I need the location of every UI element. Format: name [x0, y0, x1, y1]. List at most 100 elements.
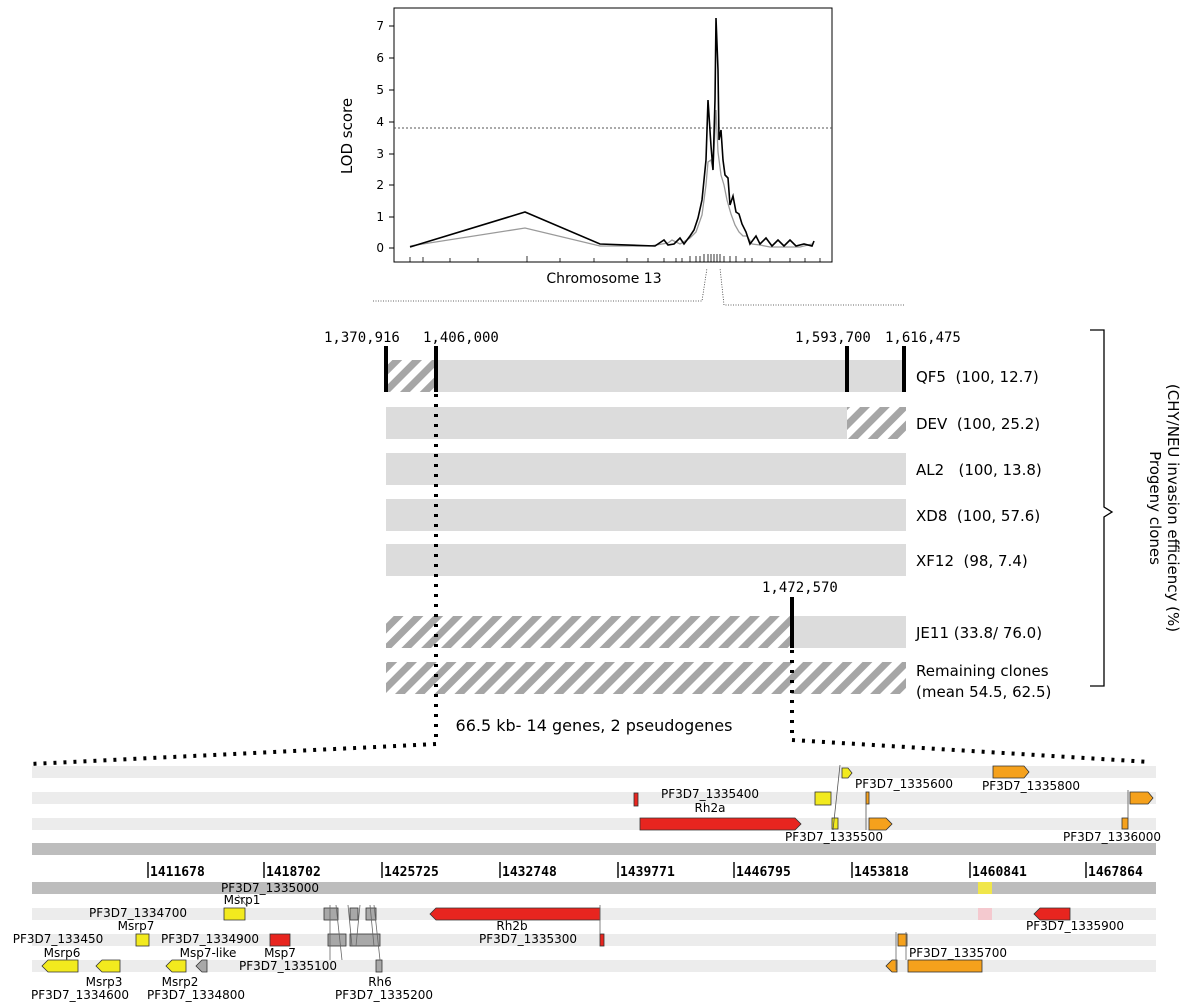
lod-series-black: [409, 17, 815, 248]
gene-label: Rh2b: [496, 919, 527, 933]
y-axis-label: LOD score: [338, 98, 356, 174]
marker-line: [845, 346, 849, 392]
clone-label-je11: JE11 (33.8/ 76.0): [915, 624, 1042, 642]
y-tick-label: 1: [376, 210, 384, 224]
gene-label: PF3D7_1335100: [239, 959, 337, 973]
gene-label: Rh2a: [695, 801, 726, 815]
gene-label: PF3D7_1335300: [479, 932, 577, 946]
gene-label: PF3D7_1335800: [982, 779, 1080, 793]
gene-msrp1: [223, 907, 246, 921]
gene-label: PF3D7_1335900: [1026, 919, 1124, 933]
gene-rh2a: [639, 817, 802, 831]
gene-msrp2: [165, 959, 187, 973]
marker-label: 1,593,700: [795, 330, 871, 346]
x-axis-label: Chromosome 13: [546, 271, 661, 287]
gene-feature: [633, 792, 639, 807]
coord-label: 1467864: [1088, 865, 1143, 880]
track: [32, 882, 1156, 894]
gene-msp7-like: [195, 959, 208, 973]
gene-label: Msrp2: [162, 975, 199, 989]
gene-msrp3: [95, 959, 121, 973]
gene-feature: [868, 817, 893, 831]
coord-label: 1439771: [620, 865, 675, 880]
lod-plot: 0 1 2 3 4 5 6 7 LOD score: [338, 7, 904, 306]
clone-bar: [386, 453, 906, 485]
bracket-label-line1: Progeny clones: [1146, 451, 1164, 565]
plot-frame: [393, 7, 833, 263]
gene-label: Msrp6: [44, 946, 81, 960]
gene-label: PF3D7_1335400: [661, 787, 759, 801]
marker-labels: 1,370,916 1,406,000 1,593,700 1,616,475 …: [324, 330, 961, 596]
gene-rh6: [375, 959, 383, 973]
region-connectors: [29, 394, 1151, 766]
clone-label-remaining-mean: (mean 54.5, 62.5): [916, 683, 1051, 701]
gene-pf3d7-1335700: [907, 959, 983, 973]
gene-label: Msrp7: [118, 919, 155, 933]
clone-label-xd8: XD8 (100, 57.6): [916, 507, 1040, 525]
marker-label: 1,370,916: [324, 330, 400, 346]
gene-label: PF3D7_1335600: [855, 777, 953, 791]
highlight-box: [978, 882, 992, 894]
coord-label: 1453818: [854, 865, 909, 880]
gene-label: Msrp1: [224, 893, 261, 907]
gene-msrp7: [135, 933, 150, 947]
gene-feature: [831, 817, 839, 830]
hatched-bar: [386, 662, 906, 694]
gene-label: Msp7: [264, 946, 296, 960]
y-tick-label: 5: [376, 83, 384, 97]
gene-msp7: [269, 933, 291, 947]
y-tick-label: 0: [376, 241, 384, 255]
track: [32, 792, 1156, 804]
track: [32, 843, 1156, 855]
y-tick-label: 7: [376, 19, 384, 33]
coord-label: 1460841: [972, 865, 1027, 880]
bracket-label-line2: (CHY/NEU invasion efficiency (%): [1164, 384, 1182, 632]
marker-label: 1,616,475: [885, 330, 961, 346]
gene-label: Msp7-like: [180, 946, 237, 960]
track: [32, 960, 1156, 972]
gene-feature: [1129, 791, 1154, 805]
y-tick-label: 6: [376, 51, 384, 65]
clone-label-remaining: Remaining clones: [916, 662, 1049, 680]
marker-line: [790, 597, 794, 648]
gene-label: PF3D7_1335000: [221, 881, 319, 895]
gene-label: PF3D7_133450: [13, 932, 103, 946]
clone-bar: [386, 499, 906, 531]
coord-label: 1432748: [502, 865, 557, 880]
clone-bar: [436, 360, 906, 392]
hatched-segment: [847, 407, 906, 439]
y-tick-label: 3: [376, 147, 384, 161]
connector-lines: [237, 894, 907, 970]
clone-bar: [386, 407, 847, 439]
marker-label: 1,472,570: [762, 580, 838, 596]
gene-label: PF3D7_1334800: [147, 988, 245, 1002]
zoom-lines: [373, 267, 904, 306]
hatched-segment: [386, 360, 436, 392]
clone-label-xf12: XF12 (98, 7.4): [916, 552, 1028, 570]
track: [32, 934, 1156, 946]
gene-label: PF3D7_1335700: [909, 946, 1007, 960]
marker-ticks: [409, 254, 821, 262]
bracket: [1090, 329, 1114, 687]
track: [32, 818, 1156, 830]
gene-feature: [885, 959, 898, 973]
coord-label: 1446795: [736, 865, 791, 880]
gene-feature: [349, 933, 381, 947]
marker-label: 1,406,000: [423, 330, 499, 346]
coord-label: 1418702: [266, 865, 321, 880]
coordinate-ruler: 1411678 1418702 1425725 1432748 1439771 …: [147, 862, 1143, 880]
marker-line: [434, 346, 438, 392]
gene-feature: [327, 933, 347, 947]
gene-browser: 1411678 1418702 1425725 1432748 1439771 …: [13, 764, 1161, 1002]
gene-label: PF3D7_1336000: [1063, 830, 1161, 844]
gene-label: PF3D7_1335500: [785, 830, 883, 844]
marker-line: [902, 346, 906, 392]
gene-feature: [865, 791, 870, 805]
gene-feature: [349, 907, 359, 921]
coord-label: 1425725: [384, 865, 439, 880]
clone-label-qf5: QF5 (100, 12.7): [916, 368, 1039, 386]
gene-label: PF3D7_1334600: [31, 988, 129, 1002]
hatched-segment: [386, 616, 792, 648]
gene-label: Rh6: [368, 975, 392, 989]
